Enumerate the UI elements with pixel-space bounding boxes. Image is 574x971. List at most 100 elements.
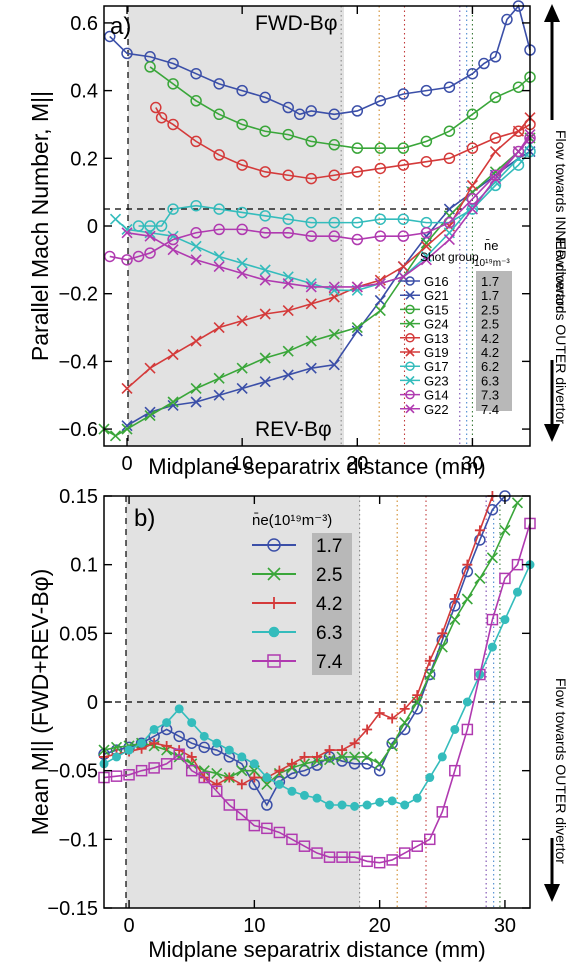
data-point xyxy=(213,250,225,263)
legend-shot-label: G14 xyxy=(424,388,449,403)
data-point xyxy=(512,145,525,158)
data-point xyxy=(190,396,202,408)
legend-ne-value: 4.2 xyxy=(481,345,499,360)
legend-marker xyxy=(405,389,415,400)
data-point xyxy=(489,169,502,181)
data-point xyxy=(374,758,386,770)
data-point xyxy=(305,230,317,242)
data-point xyxy=(466,67,479,80)
data-point xyxy=(236,159,248,171)
data-point xyxy=(351,233,364,246)
legend-entry-6.3: 6.3 xyxy=(252,623,342,644)
data-point xyxy=(351,321,363,334)
legend-shot-label: G13 xyxy=(424,331,449,346)
data-point xyxy=(328,139,341,151)
data-point xyxy=(236,808,248,821)
series-G13 xyxy=(150,101,536,185)
data-point xyxy=(412,690,423,701)
data-point xyxy=(443,152,456,165)
legend-marker xyxy=(267,567,281,581)
data-point xyxy=(305,172,317,185)
data-point xyxy=(286,833,298,846)
data-point xyxy=(305,298,317,310)
data-point xyxy=(109,430,122,442)
data-point xyxy=(386,740,398,752)
legend-entry-G13: G13 4.2 xyxy=(400,331,499,346)
data-point xyxy=(298,758,311,770)
data-point xyxy=(104,250,116,263)
data-point xyxy=(436,641,448,653)
legend-entry-2.5: 2.5 xyxy=(252,565,342,586)
data-point xyxy=(173,748,185,760)
data-point xyxy=(348,851,361,863)
legend-ne-value: 2.5 xyxy=(316,565,342,586)
legend-ne-value: 1.7 xyxy=(481,274,499,289)
data-point xyxy=(236,257,248,269)
data-point xyxy=(236,223,248,236)
data-point xyxy=(190,199,202,212)
data-point xyxy=(262,773,272,783)
data-point xyxy=(374,95,387,107)
legend-entry-7.4: 7.4 xyxy=(252,652,343,673)
data-point xyxy=(325,800,335,810)
data-point xyxy=(236,267,248,279)
data-point xyxy=(466,142,479,154)
series-G19 xyxy=(121,112,536,395)
data-point xyxy=(305,135,317,148)
data-point xyxy=(420,84,433,97)
data-point xyxy=(420,155,433,168)
legend-ne-value: 6.3 xyxy=(481,373,499,388)
legend-marker xyxy=(405,304,415,315)
data-point xyxy=(198,741,210,754)
data-point xyxy=(420,227,433,239)
data-point xyxy=(373,856,386,869)
data-point xyxy=(328,108,341,121)
data-point xyxy=(474,525,485,536)
data-point xyxy=(121,254,133,266)
data-point xyxy=(351,105,364,117)
legend-marker xyxy=(405,361,415,371)
data-point xyxy=(144,220,156,232)
legend-marker xyxy=(267,538,281,552)
data-point xyxy=(144,362,156,374)
data-point xyxy=(466,179,478,191)
data-point xyxy=(373,764,386,777)
data-point xyxy=(443,81,456,93)
data-point xyxy=(109,213,122,225)
y-tick-label: −0.4 xyxy=(59,351,98,373)
data-point xyxy=(312,751,322,762)
data-point xyxy=(112,752,122,762)
data-point xyxy=(374,230,387,242)
data-point xyxy=(424,655,435,666)
panel-a-legend-ne-unit: 10¹⁹m⁻³ xyxy=(474,258,510,269)
data-point xyxy=(328,230,341,242)
series-line xyxy=(155,107,531,180)
data-point xyxy=(397,261,409,273)
legend-ne-value: 4.2 xyxy=(481,331,499,346)
legend-marker xyxy=(405,404,415,414)
legend-shot-label: G19 xyxy=(424,345,449,360)
data-point xyxy=(478,57,490,70)
data-point xyxy=(248,819,261,832)
panel-a-legend: Shot group n̄e 10¹⁹m⁻³ G16 1.7 G21 1.7 G15 2.… xyxy=(400,238,512,417)
data-point xyxy=(443,233,455,246)
data-point xyxy=(282,345,294,357)
data-point xyxy=(489,132,502,144)
data-point xyxy=(144,406,156,418)
data-point xyxy=(259,125,271,137)
data-point xyxy=(466,203,478,215)
data-point xyxy=(305,362,317,374)
data-point xyxy=(190,67,202,80)
data-point xyxy=(487,642,497,652)
legend-entry-G14: G14 7.3 xyxy=(400,388,499,403)
data-point xyxy=(259,91,271,104)
panel-a-ticks: 0 10 20 30 −0.6 −0.4 −0.2 0 0.2 0.4 0.6 xyxy=(59,6,530,475)
x-tick-label: 30 xyxy=(494,915,516,937)
data-point xyxy=(349,738,360,749)
data-point xyxy=(121,382,133,395)
data-point xyxy=(213,149,225,161)
data-point xyxy=(449,764,461,777)
data-point xyxy=(259,308,271,320)
data-point xyxy=(450,724,460,734)
x-tick-label: 0 xyxy=(121,453,132,475)
